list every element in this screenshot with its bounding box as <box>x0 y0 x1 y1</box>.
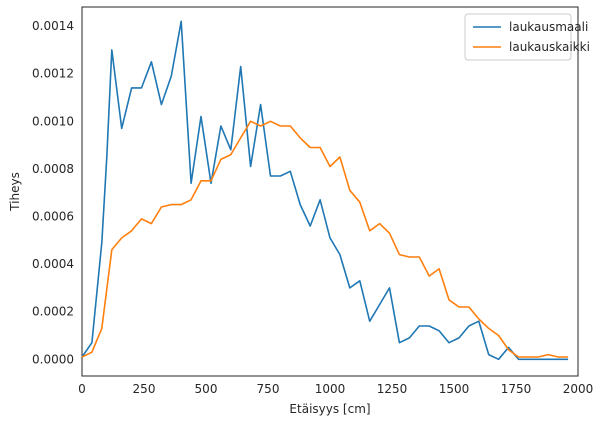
x-tick-label: 1000 <box>315 382 346 396</box>
legend: laukausmaali laukauskaikki <box>465 14 590 60</box>
y-axis-label: Tiheys <box>8 172 22 212</box>
x-axis: 0 250 500 750 1000 1250 1500 1750 2000 <box>78 382 593 396</box>
y-tick-label: 0.0000 <box>32 352 74 366</box>
x-tick-label: 1500 <box>439 382 470 396</box>
legend-label: laukausmaali <box>509 20 588 34</box>
plot-frame <box>82 7 578 376</box>
x-tick-label: 0 <box>78 382 86 396</box>
x-tick-label: 250 <box>133 382 156 396</box>
x-tick-label: 2000 <box>563 382 594 396</box>
x-tick-label: 750 <box>257 382 280 396</box>
y-tick-label: 0.0004 <box>32 257 74 271</box>
y-tick-label: 0.0012 <box>32 67 74 81</box>
y-tick-label: 0.0008 <box>32 162 74 176</box>
y-tick-label: 0.0014 <box>32 19 74 33</box>
y-tick-label: 0.0010 <box>32 114 74 128</box>
x-tick-label: 1750 <box>501 382 532 396</box>
x-tick-label: 1250 <box>377 382 408 396</box>
y-tick-label: 0.0006 <box>32 209 74 223</box>
x-tick-label: 500 <box>195 382 218 396</box>
plot-area <box>82 7 578 376</box>
x-axis-label: Etäisyys [cm] <box>289 402 370 416</box>
y-axis: 0.0000 0.0002 0.0004 0.0006 0.0008 0.0010 0.00… <box>32 19 74 366</box>
legend-label: laukauskaikki <box>509 40 590 54</box>
y-tick-label: 0.0002 <box>32 305 74 319</box>
